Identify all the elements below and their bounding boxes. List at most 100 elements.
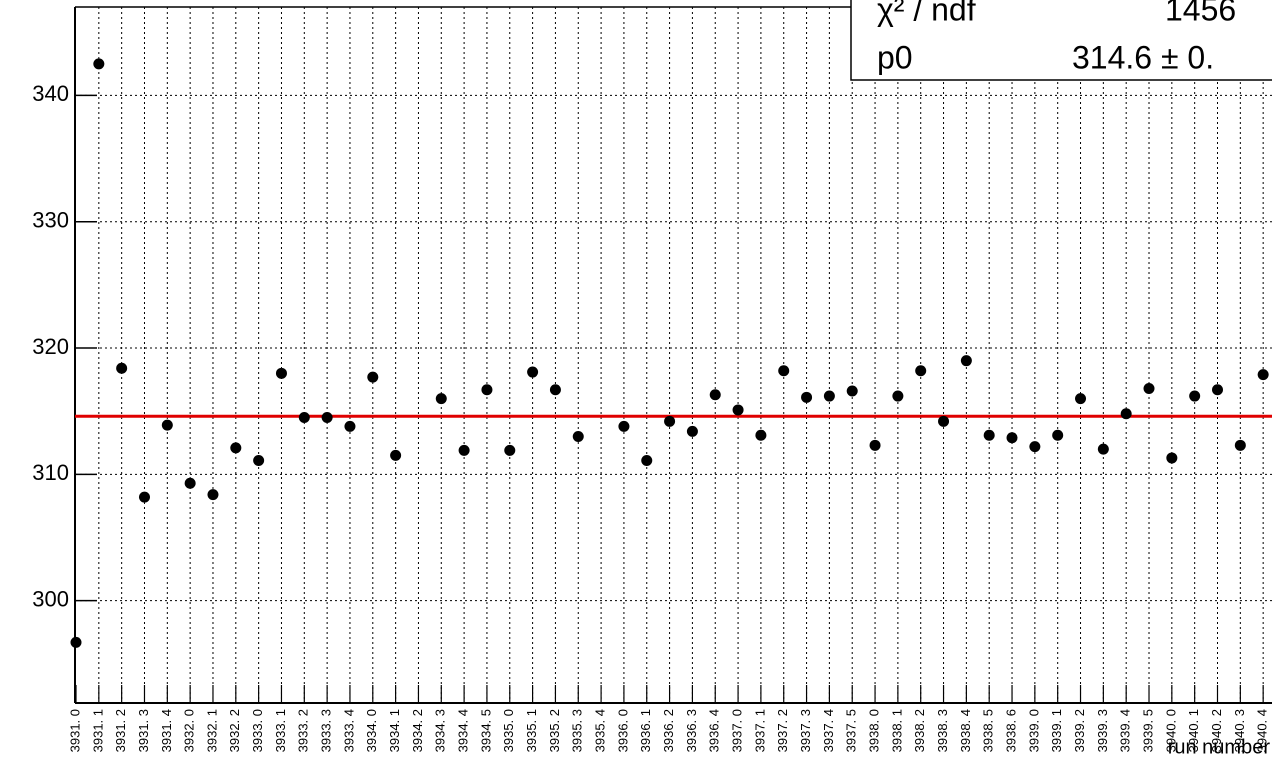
- stats-box: [850, 0, 1272, 81]
- y-tick-label: 320: [32, 334, 69, 359]
- x-tick-label: 3935. 0: [501, 709, 516, 752]
- point: [207, 489, 219, 501]
- point: [253, 454, 265, 466]
- point: [709, 389, 721, 401]
- point: [778, 365, 790, 377]
- point: [1166, 452, 1178, 464]
- x-tick-label: 3934. 4: [456, 709, 471, 752]
- x-tick-label: 3936. 3: [684, 709, 699, 752]
- x-tick-label: 3934. 3: [433, 709, 448, 752]
- x-tick-label: 3940. 4: [1255, 709, 1270, 752]
- point: [230, 442, 242, 454]
- point: [1120, 408, 1132, 420]
- x-tick-label: 3938. 6: [1003, 709, 1018, 752]
- x-tick-label: 3938. 4: [958, 709, 973, 752]
- point: [435, 393, 447, 405]
- point: [1097, 443, 1109, 455]
- x-tick-label: 3937. 2: [775, 709, 790, 752]
- x-tick-label: 3937. 1: [752, 709, 767, 752]
- point: [938, 415, 950, 427]
- x-tick-label: 3936. 0: [615, 709, 630, 752]
- y-tick-label: 300: [32, 586, 69, 611]
- point: [549, 384, 561, 396]
- x-tick-label: 3935. 2: [547, 709, 562, 752]
- x-tick-label: 3933. 2: [296, 709, 311, 752]
- point: [572, 430, 584, 442]
- point: [801, 391, 813, 403]
- x-tick-label: 3931. 4: [159, 709, 174, 752]
- point: [1212, 384, 1223, 396]
- x-tick-label: 3937. 3: [798, 709, 813, 752]
- x-tick-label: 3934. 0: [364, 709, 379, 752]
- point: [1075, 393, 1087, 405]
- x-tick-label: 3932. 1: [204, 709, 219, 752]
- x-tick-label: 3931. 1: [90, 709, 105, 752]
- x-tick-label: 3933. 3: [319, 709, 334, 752]
- point: [344, 420, 356, 432]
- point: [367, 371, 379, 383]
- point: [983, 429, 995, 441]
- x-tick-label: 3933. 0: [250, 709, 265, 752]
- point: [869, 439, 881, 451]
- point: [892, 390, 904, 402]
- x-tick-label: 3939. 5: [1140, 709, 1155, 752]
- point: [823, 390, 835, 402]
- x-tick-label: 3939. 1: [1049, 709, 1064, 752]
- x-tick-label: 3934. 2: [410, 709, 425, 752]
- x-axis-title: run number: [1168, 736, 1271, 758]
- point: [390, 449, 402, 461]
- point: [846, 385, 858, 397]
- point: [755, 429, 767, 441]
- point: [481, 384, 493, 396]
- point: [1143, 382, 1155, 394]
- point: [960, 355, 972, 367]
- point: [321, 412, 333, 424]
- x-tick-label: 3931. 3: [136, 709, 151, 752]
- x-tick-label: 3935. 1: [524, 709, 539, 752]
- stats-value: 314.6 ± 0.: [1072, 39, 1214, 75]
- x-tick-label: 3936. 2: [661, 709, 676, 752]
- x-tick-label: 3937. 5: [844, 709, 859, 752]
- x-tick-label: 3938. 0: [866, 709, 881, 752]
- point: [618, 420, 630, 432]
- stats-name: χ² / ndf: [877, 0, 976, 27]
- x-tick-label: 3935. 3: [570, 709, 585, 752]
- x-tick-label: 3934. 5: [478, 709, 493, 752]
- x-tick-label: 3932. 2: [227, 709, 242, 752]
- point: [184, 477, 196, 489]
- point: [1257, 369, 1269, 381]
- point: [93, 58, 105, 70]
- x-tick-label: 3938. 5: [981, 709, 996, 752]
- x-tick-label: 3936. 1: [638, 709, 653, 752]
- x-tick-label: 3938. 3: [935, 709, 950, 752]
- point: [915, 365, 927, 377]
- y-tick-label: 310: [32, 460, 69, 485]
- point: [664, 415, 676, 427]
- point: [458, 444, 470, 456]
- x-tick-label: 3933. 1: [273, 709, 288, 752]
- point: [298, 412, 310, 424]
- x-tick-label: 3935. 4: [593, 709, 608, 752]
- point: [116, 362, 128, 374]
- point: [161, 419, 173, 431]
- point: [732, 404, 744, 416]
- point: [1052, 429, 1064, 441]
- point: [1006, 432, 1018, 444]
- point: [1029, 441, 1041, 453]
- x-tick-label: 3938. 1: [889, 709, 904, 752]
- x-tick-label: 3939. 0: [1026, 709, 1041, 752]
- x-tick-label: 3940. 0: [1163, 709, 1178, 752]
- stats-value: 1456: [1165, 0, 1236, 27]
- x-tick-label: 3940. 2: [1209, 709, 1224, 752]
- x-tick-label: 3937. 4: [821, 709, 836, 752]
- x-tick-label: 3939. 2: [1072, 709, 1087, 752]
- point: [70, 636, 82, 648]
- point: [138, 491, 150, 503]
- stats-name: p0: [877, 39, 913, 75]
- x-tick-label: 3931. 0: [67, 709, 82, 752]
- point: [1234, 439, 1246, 451]
- point: [686, 425, 698, 437]
- x-tick-label: 3940. 3: [1232, 709, 1247, 752]
